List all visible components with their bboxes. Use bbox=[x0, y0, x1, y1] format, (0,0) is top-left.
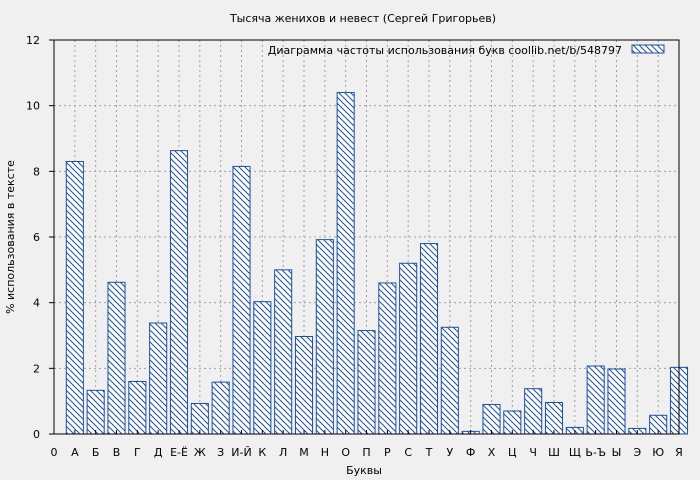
x-tick-label: Ь-Ъ bbox=[585, 446, 606, 459]
y-tick-label: 6 bbox=[33, 231, 40, 244]
x-tick-label: В bbox=[113, 446, 121, 459]
x-tick-label: Н bbox=[321, 446, 329, 459]
x-tick-label: Р bbox=[384, 446, 391, 459]
x-tick-label: Я bbox=[675, 446, 683, 459]
x-tick-label: М bbox=[299, 446, 309, 459]
bar-Х bbox=[482, 403, 501, 435]
bar-О bbox=[336, 92, 355, 435]
x-tick-label: Э bbox=[633, 446, 641, 459]
y-tick-label: 0 bbox=[33, 428, 40, 441]
x-tick-label: Г bbox=[134, 446, 141, 459]
y-tick-label: 10 bbox=[26, 100, 40, 113]
bar-Ч bbox=[524, 388, 543, 435]
bars-group bbox=[65, 92, 689, 435]
x-tick-label: Ш bbox=[548, 446, 560, 459]
bar-П bbox=[357, 330, 376, 435]
bar-Б bbox=[86, 389, 105, 435]
x-tick-label: Л bbox=[279, 446, 287, 459]
y-tick-label: 2 bbox=[33, 362, 40, 375]
x-tick-label: С bbox=[404, 446, 412, 459]
x-tick-label: К bbox=[258, 446, 266, 459]
x-tick-label: Т bbox=[425, 446, 433, 459]
x-tick-label: Д bbox=[154, 446, 163, 459]
x-tick-label: Ф bbox=[466, 446, 475, 459]
bar-Л bbox=[274, 269, 293, 435]
bar-С bbox=[399, 262, 418, 435]
bar-И-Й bbox=[232, 165, 251, 435]
x-tick-label: Ч bbox=[529, 446, 537, 459]
x-tick-label: Е-Ё bbox=[170, 446, 188, 459]
bar-У bbox=[440, 326, 459, 435]
bar-Е-Ё bbox=[169, 150, 189, 435]
x-tick-label: Ж bbox=[194, 446, 206, 459]
legend: Диаграмма частоты использования букв coo… bbox=[268, 44, 665, 57]
x-axis-title: Буквы bbox=[346, 464, 382, 477]
bar-Ы bbox=[607, 368, 626, 435]
bar-Ш bbox=[544, 401, 564, 435]
x-tick-label: З bbox=[217, 446, 224, 459]
x-tick-label: О bbox=[341, 446, 350, 459]
y-tick-label: 12 bbox=[26, 34, 40, 47]
x-tick-label: И-Й bbox=[231, 446, 251, 459]
x-tick-label: Ц bbox=[508, 446, 517, 459]
x-tick-label: Х bbox=[488, 446, 496, 459]
bar-Ж bbox=[190, 402, 209, 435]
x-tick-label: А bbox=[71, 446, 79, 459]
bar-Ь-Ъ bbox=[586, 365, 605, 435]
bar-А bbox=[65, 160, 84, 435]
x-tick-label: Щ bbox=[569, 446, 581, 459]
bar-Д bbox=[149, 322, 168, 435]
legend-swatch bbox=[631, 44, 665, 54]
x-tick-label: У bbox=[446, 446, 453, 459]
x-tick-label: Б bbox=[92, 446, 100, 459]
bar-М bbox=[294, 335, 314, 435]
bar-В bbox=[107, 281, 126, 435]
legend-label: Диаграмма частоты использования букв coo… bbox=[268, 44, 622, 57]
bar-Н bbox=[315, 239, 334, 435]
bar-Г bbox=[128, 380, 147, 435]
bar-З bbox=[211, 381, 230, 435]
x-tick-label: 0 bbox=[51, 446, 58, 459]
y-axis-title: % использования в тексте bbox=[4, 160, 17, 314]
bar-Т bbox=[419, 243, 439, 435]
x-tick-label: Ы bbox=[612, 446, 622, 459]
chart-title: Тысяча женихов и невест (Сергей Григорье… bbox=[229, 12, 496, 25]
x-tick-label: П bbox=[362, 446, 370, 459]
x-tick-label: Ю bbox=[652, 446, 664, 459]
bar-Р bbox=[378, 282, 397, 435]
y-tick-label: 8 bbox=[33, 165, 40, 178]
y-tick-label: 4 bbox=[33, 297, 40, 310]
bar-К bbox=[253, 301, 272, 435]
